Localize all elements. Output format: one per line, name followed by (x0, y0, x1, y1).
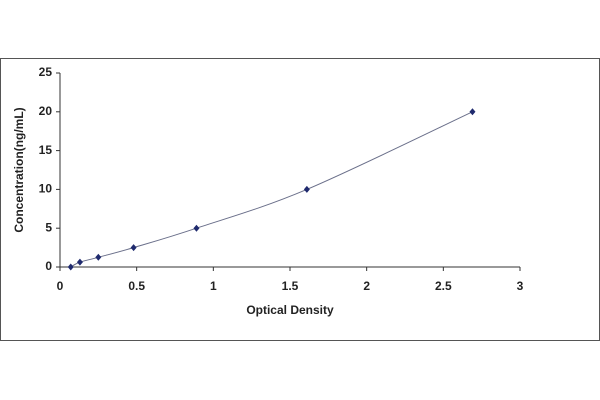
x-tick-label: 0.5 (128, 279, 145, 293)
x-tick-label: 2.5 (435, 279, 452, 293)
y-tick-label: 5 (45, 220, 52, 234)
data-point (469, 108, 476, 116)
x-axis-label: Optical Density (246, 303, 334, 317)
data-point (76, 258, 83, 266)
x-tick-label: 0 (57, 279, 64, 293)
chart-frame (0, 58, 600, 341)
y-tick-label: 0 (45, 259, 52, 273)
y-tick-label: 15 (39, 143, 53, 157)
data-point (67, 263, 74, 271)
x-tick-label: 3 (517, 279, 524, 293)
y-tick-label: 10 (39, 182, 53, 196)
data-point (303, 185, 310, 193)
data-point (193, 224, 200, 232)
x-tick-label: 1 (210, 279, 217, 293)
trend-line (70, 111, 473, 268)
data-point (95, 253, 102, 261)
x-tick-label: 2 (363, 279, 370, 293)
data-point (130, 244, 137, 252)
y-axis-label: Concentration(ng/mL) (12, 107, 26, 232)
y-tick-label: 25 (39, 65, 53, 79)
x-tick-label: 1.5 (282, 279, 299, 293)
y-tick-label: 20 (39, 104, 53, 118)
